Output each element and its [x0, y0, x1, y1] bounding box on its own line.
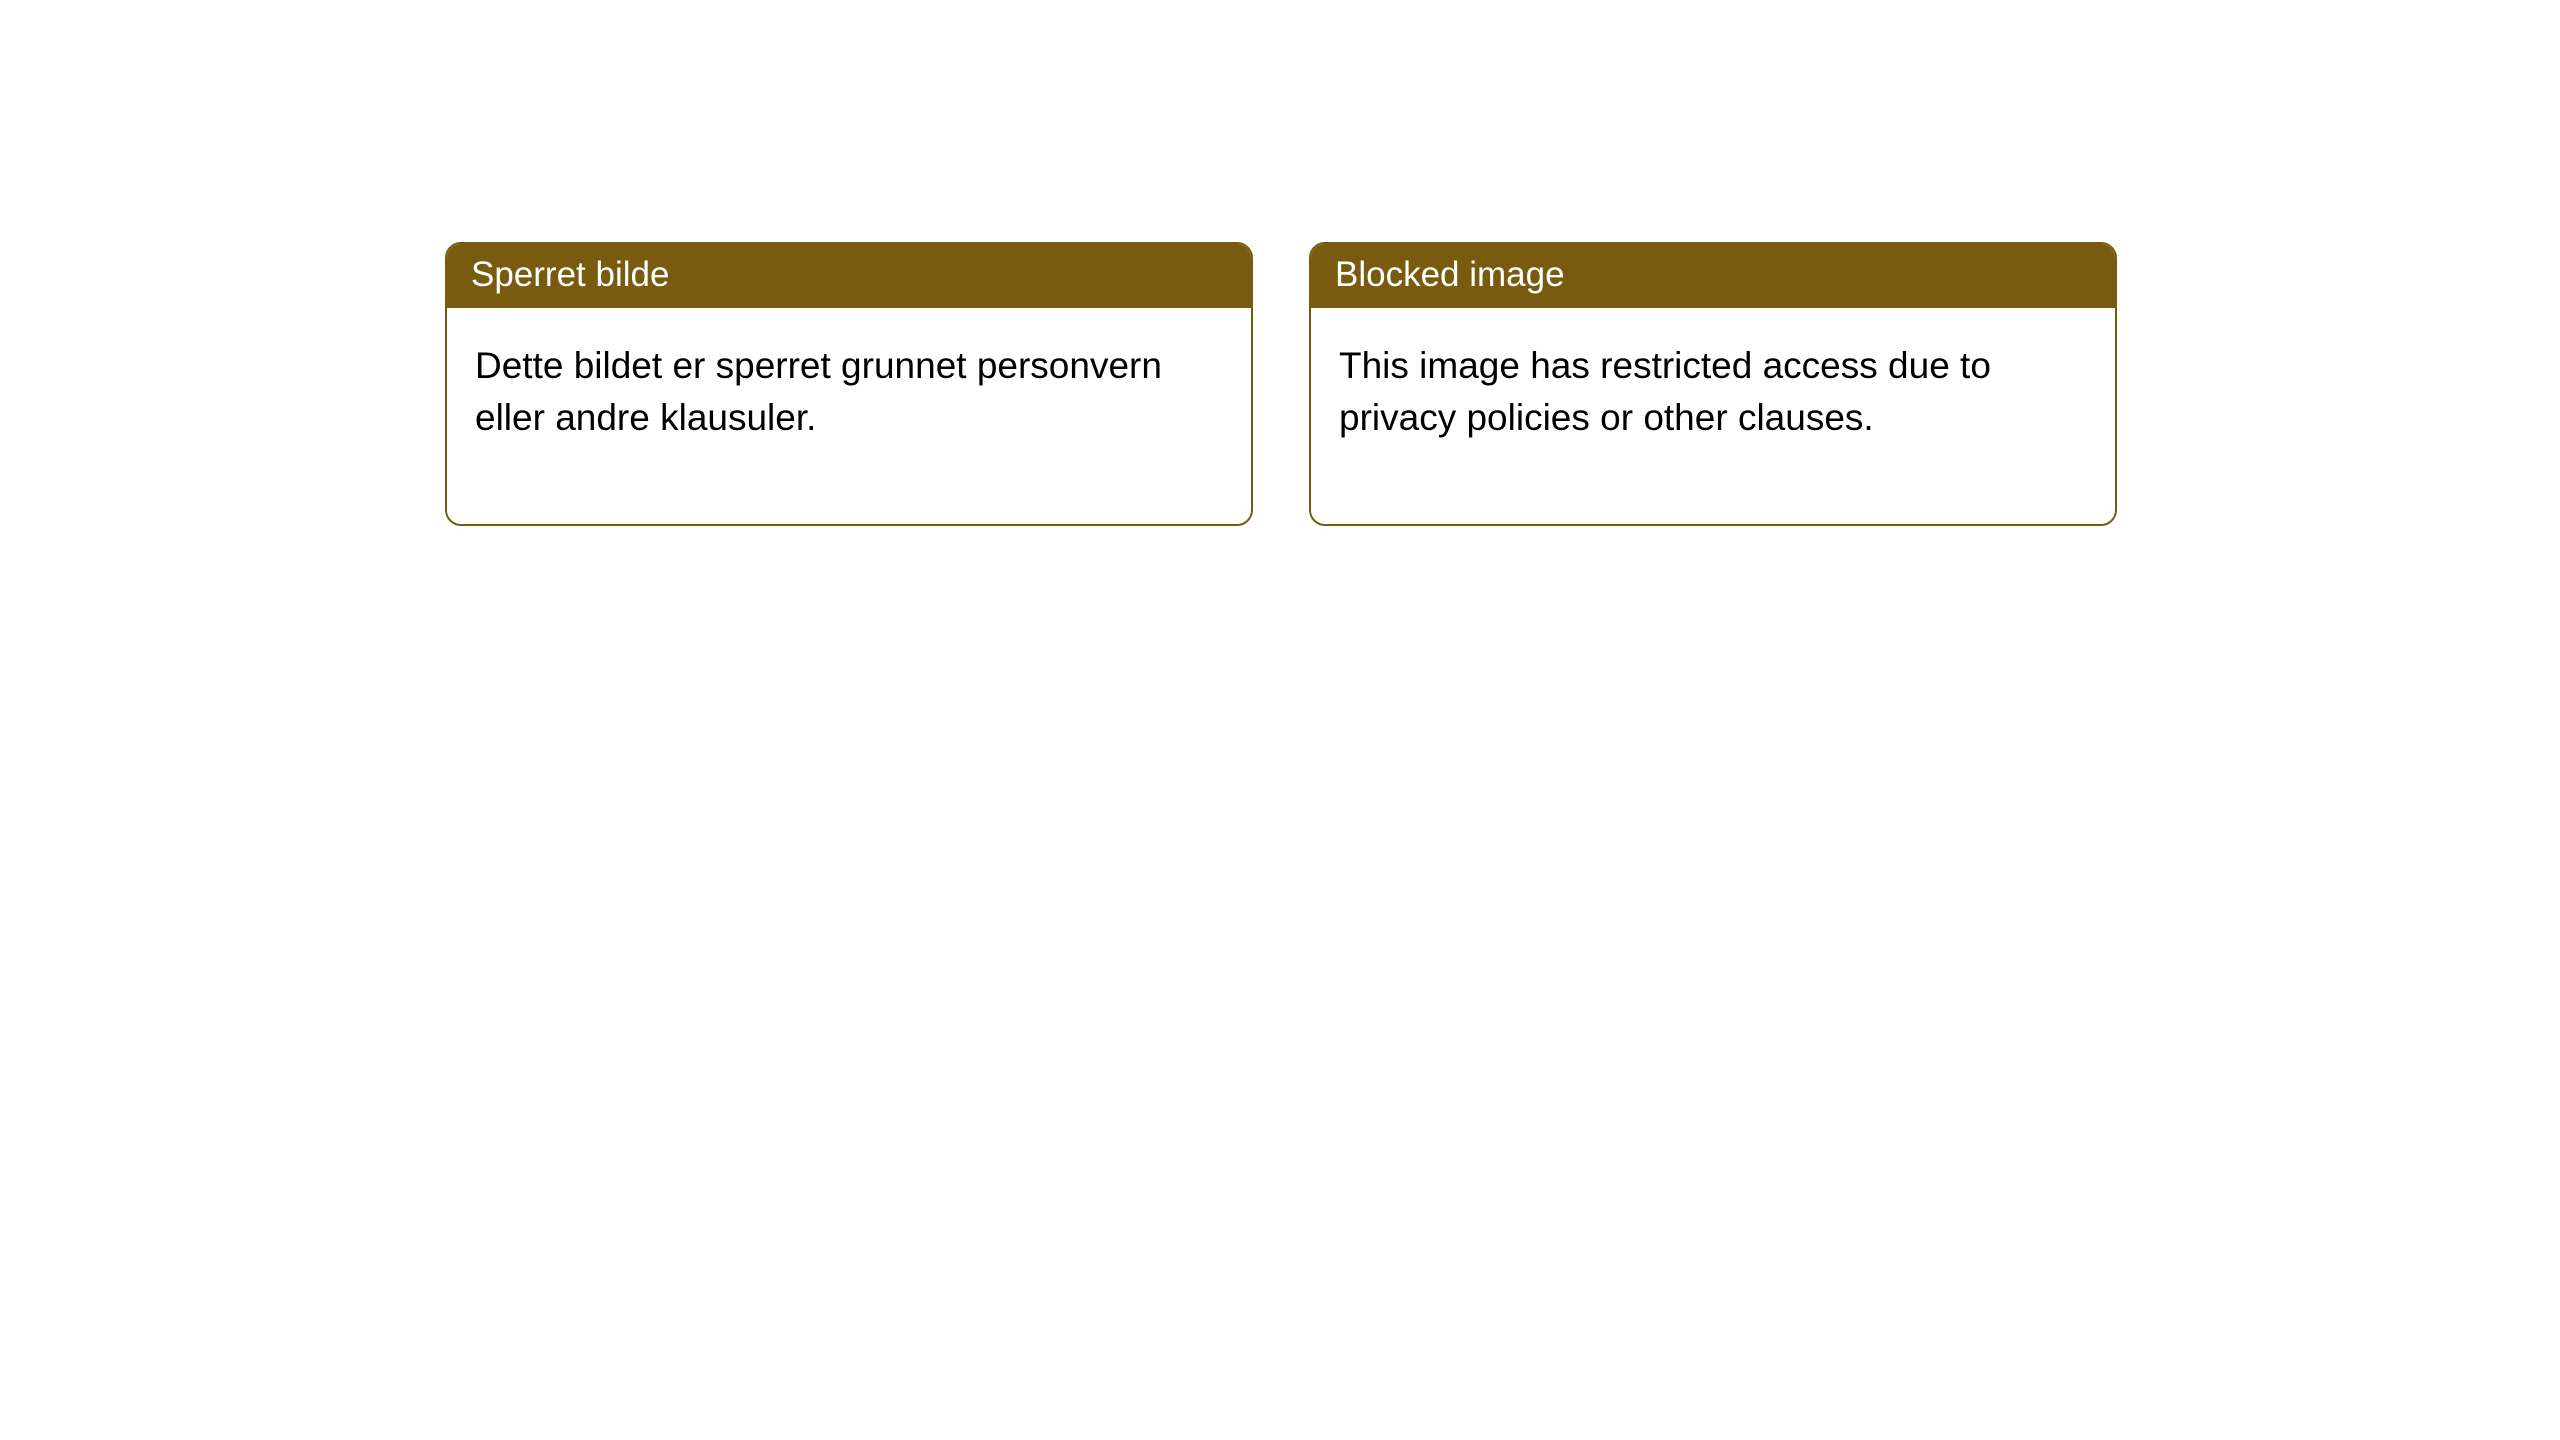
notice-card-english: Blocked image This image has restricted …: [1309, 242, 2117, 526]
notice-container: Sperret bilde Dette bildet er sperret gr…: [0, 0, 2560, 526]
notice-card-norwegian: Sperret bilde Dette bildet er sperret gr…: [445, 242, 1253, 526]
notice-title: Sperret bilde: [447, 244, 1251, 308]
notice-body: This image has restricted access due to …: [1311, 308, 2115, 524]
notice-body: Dette bildet er sperret grunnet personve…: [447, 308, 1251, 524]
notice-title: Blocked image: [1311, 244, 2115, 308]
